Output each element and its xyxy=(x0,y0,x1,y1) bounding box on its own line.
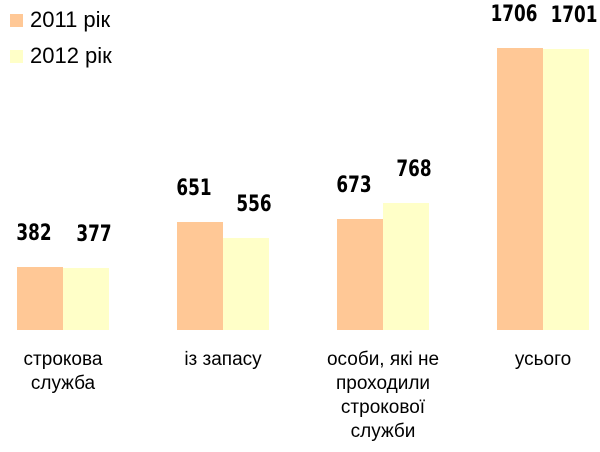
legend-swatch xyxy=(10,14,23,27)
bar xyxy=(543,48,589,330)
value-label: 556 xyxy=(236,192,272,218)
value-label: 1701 xyxy=(550,2,598,28)
bar xyxy=(223,238,269,330)
value-label: 673 xyxy=(336,172,372,198)
legend-swatch xyxy=(10,50,23,63)
value-label: 382 xyxy=(16,220,52,246)
bar xyxy=(177,222,223,330)
bar xyxy=(17,266,63,330)
bar xyxy=(63,267,109,330)
value-label: 768 xyxy=(396,157,432,183)
bar xyxy=(497,48,543,330)
x-tick-label: строкова служба xyxy=(23,349,103,394)
value-label: 377 xyxy=(76,221,112,247)
bar xyxy=(337,218,383,330)
value-label: 651 xyxy=(176,176,212,202)
x-tick-label: із запасу xyxy=(184,349,262,370)
x-tick-label: особи, які не проходили строкової служби xyxy=(326,349,440,442)
x-tick-label: усього xyxy=(514,349,572,370)
value-label: 1706 xyxy=(490,2,538,27)
legend-label: 2012 рік xyxy=(30,43,112,68)
bar xyxy=(383,203,429,330)
legend-label: 2011 рік xyxy=(30,7,111,32)
